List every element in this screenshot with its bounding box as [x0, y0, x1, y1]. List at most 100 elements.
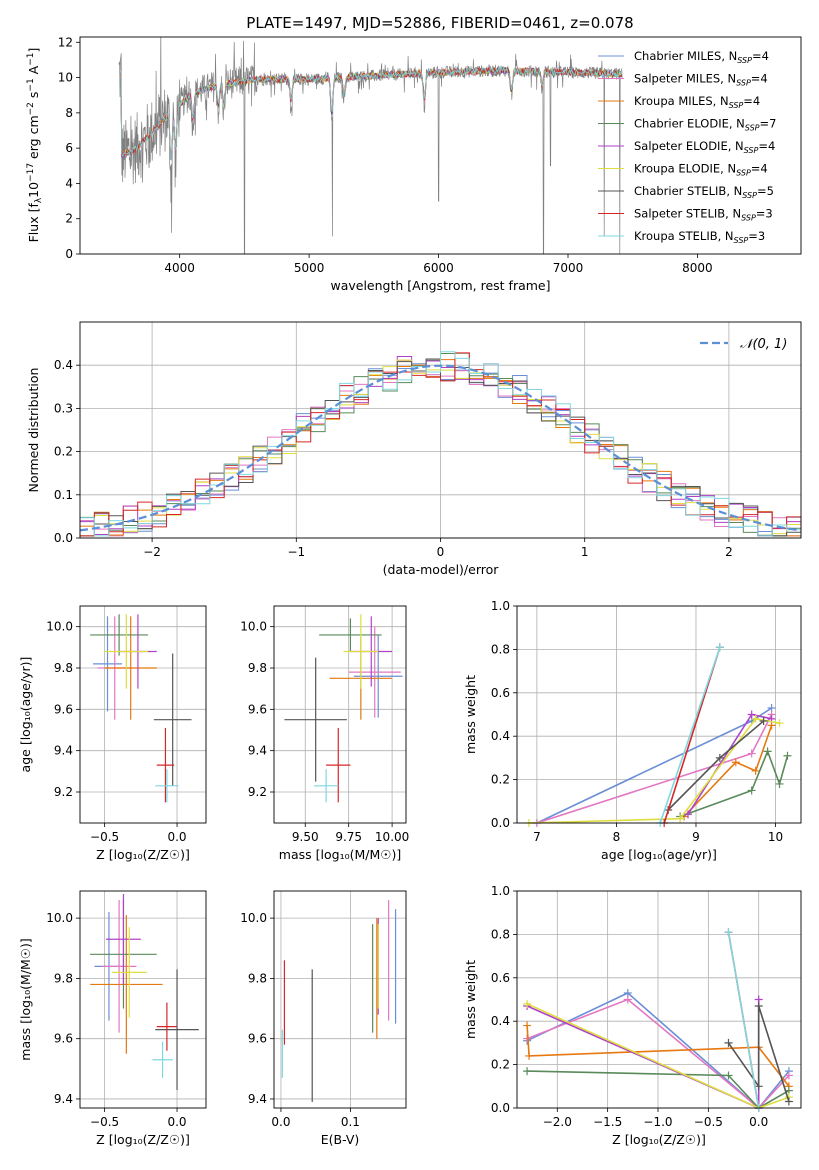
- x-tick-label: −0.5: [90, 1115, 119, 1129]
- x-tick-label: −1.5: [593, 1115, 622, 1129]
- legend-entry: Chabrier STELIB, NSSP=5: [634, 184, 774, 200]
- mass-weight-vs-age-panel: 7 8 9 10 0.0 0.2 0.4 0.6 0.8 1.0 age [log₁₀(age/yr…: [463, 599, 802, 862]
- series-marker-3: [523, 1067, 532, 1076]
- y-tick-label: 0.4: [54, 358, 73, 372]
- y-tick-label: 9.8: [248, 971, 267, 985]
- legend-nssp-sub: SSP: [741, 214, 756, 223]
- legend-nssp-prefix: , N: [720, 72, 736, 86]
- y-axis-label-part: −1: [26, 53, 36, 66]
- axes-frame: [79, 890, 207, 1109]
- x-tick-label: 9: [692, 830, 700, 844]
- legend-name: Salpeter STELIB: [634, 207, 725, 221]
- x-tick-label: 8: [613, 830, 621, 844]
- y-tick-label: 0.2: [54, 445, 73, 459]
- series-line-8: [659, 646, 721, 824]
- y-tick-label: 9.4: [248, 744, 267, 758]
- x-tick-label: 10: [768, 830, 783, 844]
- series-marker-5: [676, 814, 685, 823]
- y-tick-label: 1.0: [491, 599, 510, 613]
- legend-name: Kroupa STELIB: [634, 229, 718, 243]
- series-marker-5: [523, 999, 532, 1008]
- y-axis-label: mass weight: [463, 960, 478, 1039]
- series-marker-6: [759, 717, 768, 726]
- y-axis-label: age [log₁₀(age/yr)]: [18, 657, 33, 773]
- mass-weight-vs-metallicity-panel: −2.0 −1.5 −1.0 −0.5 0.0 0.0 0.2 0.4 0.6 0.8 1.0 Z […: [463, 884, 802, 1147]
- legend-entry: Kroupa ELODIE, NSSP=4: [634, 162, 768, 178]
- x-tick-label: 0.0: [167, 1115, 186, 1129]
- legend-nssp-prefix: , N: [720, 162, 736, 176]
- x-axis-label: mass [log₁₀(M/M☉)]: [279, 847, 401, 862]
- x-axis-label: Z [log₁₀(Z/Z☉)]: [612, 1132, 706, 1147]
- series-marker-1: [623, 995, 632, 1004]
- y-tick-label: 10.0: [240, 620, 267, 634]
- legend-entry: Salpeter ELODIE, NSSP=4: [634, 139, 775, 155]
- spectrum-panel: 4000 5000 6000 7000 8000 0 2 4 6 8 10 12 wavelength …: [26, 35, 802, 293]
- axes-frame: [273, 605, 407, 824]
- legend-nssp-prefix: , N: [713, 94, 729, 108]
- legend-nssp: =4: [752, 49, 769, 63]
- legend-entry: Salpeter STELIB, NSSP=3: [634, 207, 773, 223]
- x-tick-label: 1: [581, 545, 589, 559]
- y-tick-label: 0.0: [491, 1101, 510, 1115]
- legend-nssp: =4: [751, 162, 768, 176]
- legend-name: Kroupa ELODIE: [634, 162, 720, 176]
- y-tick-label: 0.4: [491, 1014, 510, 1028]
- series-marker-3: [763, 747, 772, 756]
- axes-frame: [273, 890, 407, 1109]
- x-tick-label: 9.50: [292, 830, 319, 844]
- x-axis-label: Z [log₁₀(Z/Z☉)]: [96, 847, 190, 862]
- legend-entry: Chabrier ELODIE, NSSP=7: [634, 117, 776, 133]
- legend-nssp-sub: SSP: [737, 56, 752, 65]
- series-line-5: [528, 717, 780, 824]
- y-tick-label: 0.4: [491, 729, 510, 743]
- legend-nssp-sub: SSP: [736, 169, 751, 178]
- x-tick-label: 7000: [553, 261, 584, 275]
- y-tick-label: 9.2: [248, 785, 267, 799]
- y-tick-label: 0.6: [491, 971, 510, 985]
- y-tick-label: 10: [58, 71, 73, 85]
- legend-nssp: =4: [743, 94, 760, 108]
- legend-name: Salpeter MILES: [634, 72, 720, 86]
- axes-frame: [79, 605, 207, 824]
- legend-nssp-sub: SSP: [729, 101, 744, 110]
- x-axis-label: (data-model)/error: [383, 562, 500, 577]
- histogram-8: [79, 351, 802, 538]
- legend-entry: Kroupa STELIB, NSSP=3: [634, 229, 765, 245]
- x-tick-label: 0: [437, 545, 445, 559]
- legend-nssp-sub: SSP: [745, 124, 760, 133]
- y-tick-label: 6: [65, 141, 73, 155]
- series-marker-6: [724, 1038, 733, 1047]
- y-axis-label-part: s: [26, 92, 41, 103]
- legend-name: Kroupa MILES: [634, 94, 713, 108]
- series-marker-5: [751, 714, 760, 723]
- x-tick-label: 8000: [682, 261, 713, 275]
- x-tick-label: 0.0: [271, 1115, 290, 1129]
- x-tick-label: 0.0: [167, 830, 186, 844]
- legend-nssp-sub: SSP: [744, 146, 759, 155]
- legend-nssp-sub: SSP: [734, 236, 749, 245]
- legend-nssp: =7: [760, 117, 777, 131]
- series-line-6: [727, 1005, 790, 1102]
- series-marker-4: [747, 710, 756, 719]
- series-marker-4: [684, 810, 693, 819]
- y-tick-label: 9.6: [54, 1032, 73, 1046]
- y-tick-label: 0.2: [491, 773, 510, 787]
- y-tick-label: 0.8: [491, 642, 510, 656]
- legend-entry: Salpeter MILES, NSSP=4: [634, 72, 768, 88]
- y-tick-label: 10.0: [240, 911, 267, 925]
- y-tick-label: 9.6: [248, 702, 267, 716]
- y-tick-label: 9.6: [54, 702, 73, 716]
- y-tick-label: 9.4: [248, 1092, 267, 1106]
- series-marker-3: [724, 1071, 733, 1080]
- x-tick-label: 7: [533, 830, 541, 844]
- y-axis-label-part: 10: [26, 182, 41, 198]
- y-tick-label: 10.0: [46, 620, 73, 634]
- x-tick-label: −0.5: [90, 830, 119, 844]
- legend-nssp: =4: [758, 139, 775, 153]
- y-axis-label: Normed distribution: [26, 368, 41, 493]
- y-axis-label-part: A: [26, 65, 41, 78]
- series-marker-2: [525, 1051, 534, 1060]
- x-axis-label: Z [log₁₀(Z/Z☉)]: [96, 1132, 190, 1147]
- y-axis-label-part: Flux [f: [26, 203, 41, 243]
- axes-frame: [516, 890, 802, 1109]
